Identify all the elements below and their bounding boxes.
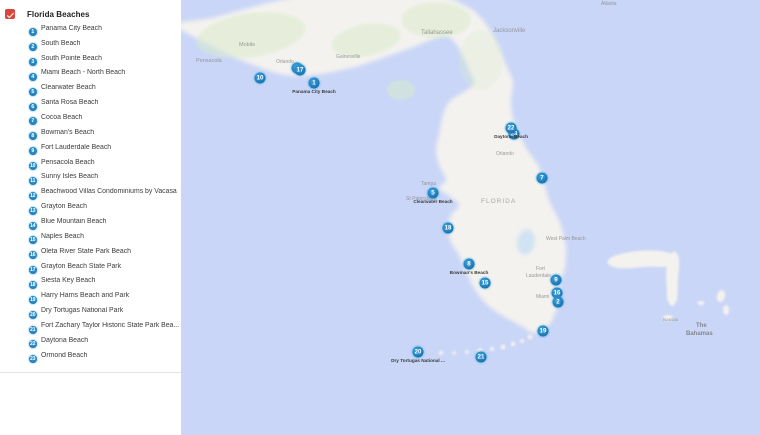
svg-text:Pensacola: Pensacola	[196, 58, 223, 64]
svg-text:Miami: Miami	[536, 294, 549, 300]
svg-text:Atlanta: Atlanta	[601, 1, 617, 7]
svg-text:Tampa: Tampa	[421, 181, 436, 187]
svg-text:Nassau: Nassau	[663, 317, 679, 322]
svg-text:Gainesville: Gainesville	[336, 54, 361, 60]
svg-text:West Palm Beach: West Palm Beach	[546, 236, 586, 242]
svg-text:Lauderdale: Lauderdale	[526, 273, 551, 279]
svg-text:FLORIDA: FLORIDA	[481, 198, 516, 205]
svg-text:Jacksonville: Jacksonville	[493, 28, 526, 34]
svg-text:Fort: Fort	[536, 266, 546, 272]
svg-text:Tallahassee: Tallahassee	[421, 30, 453, 36]
svg-text:The: The	[696, 323, 707, 329]
svg-text:Orlando: Orlando	[496, 151, 514, 157]
svg-text:Mobile: Mobile	[239, 42, 255, 48]
svg-text:Bahamas: Bahamas	[686, 331, 713, 337]
